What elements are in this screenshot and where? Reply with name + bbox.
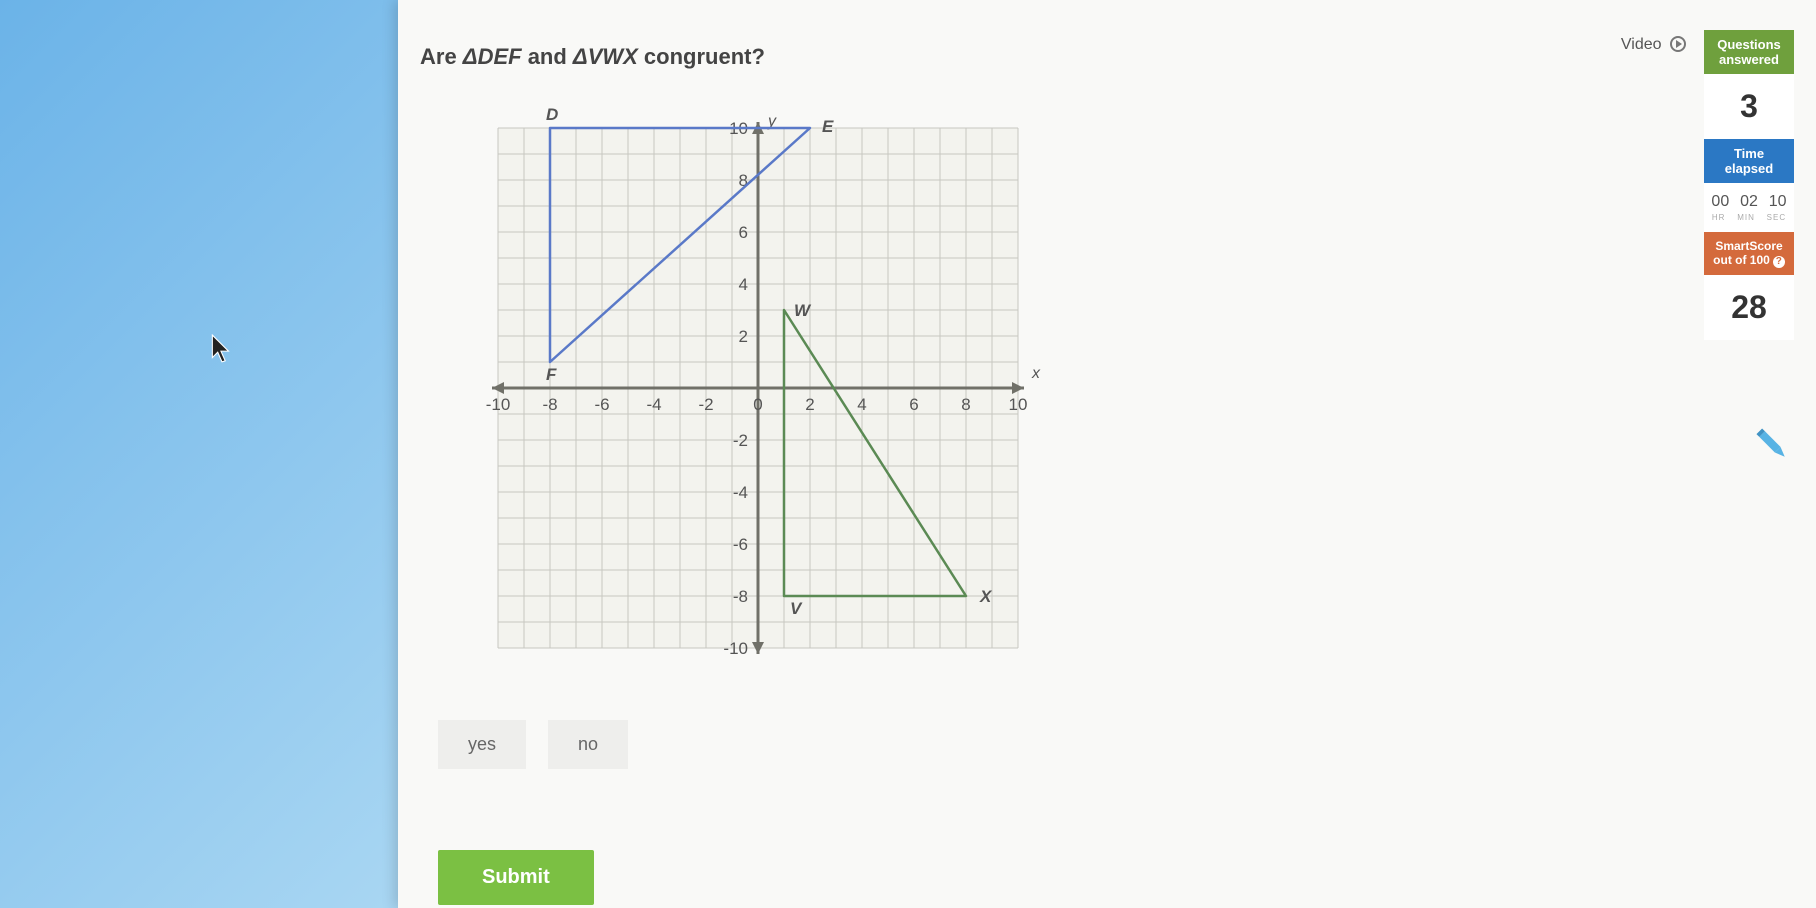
scratchpad-button[interactable] <box>1744 416 1801 473</box>
svg-text:-10: -10 <box>723 639 748 658</box>
svg-text:4: 4 <box>857 395 866 414</box>
play-icon <box>1670 36 1686 52</box>
svg-text:-4: -4 <box>733 483 748 502</box>
time-hr: 00 <box>1711 193 1729 211</box>
time-min: 02 <box>1740 193 1758 211</box>
svg-text:F: F <box>546 365 557 384</box>
time-sec-l: SEC <box>1767 213 1786 222</box>
questions-answered-value: 3 <box>1704 74 1794 139</box>
svg-text:W: W <box>794 301 812 320</box>
questions-answered-label: Questions answered <box>1704 30 1794 74</box>
svg-text:-6: -6 <box>733 535 748 554</box>
answer-no-button[interactable]: no <box>548 720 628 769</box>
answer-row: yes no <box>438 720 628 769</box>
svg-text:V: V <box>790 599 803 618</box>
svg-text:X: X <box>979 587 993 606</box>
smartscore-value: 28 <box>1704 275 1794 340</box>
svg-text:4: 4 <box>739 275 748 294</box>
time-sec: 10 <box>1769 193 1787 211</box>
video-label: Video <box>1621 36 1662 53</box>
svg-text:6: 6 <box>739 223 748 242</box>
svg-text:-4: -4 <box>646 395 661 414</box>
svg-text:8: 8 <box>961 395 970 414</box>
video-link[interactable]: Video <box>1621 36 1686 54</box>
svg-text:-8: -8 <box>542 395 557 414</box>
question-text: Are ΔDEF and ΔVWX congruent? <box>420 44 765 70</box>
time-min-l: MIN <box>1737 213 1755 222</box>
svg-text:-10: -10 <box>486 395 511 414</box>
app-window: Are ΔDEF and ΔVWX congruent? Video Quest… <box>398 0 1816 908</box>
smartscore-label: SmartScore out of 100? <box>1704 232 1794 275</box>
q-prefix: Are <box>420 44 463 69</box>
svg-text:2: 2 <box>805 395 814 414</box>
cursor-icon <box>210 334 234 364</box>
svg-text:-2: -2 <box>733 431 748 450</box>
svg-text:10: 10 <box>1009 395 1028 414</box>
svg-text:6: 6 <box>909 395 918 414</box>
svg-text:D: D <box>546 105 558 124</box>
coordinate-chart: -10-8-6-4-20246810246810-2-4-6-8-10xyDEF… <box>458 88 1058 688</box>
q-t2: ΔVWX <box>573 44 638 69</box>
q-suffix: congruent? <box>638 44 765 69</box>
svg-text:-2: -2 <box>698 395 713 414</box>
svg-text:2: 2 <box>739 327 748 346</box>
q-t1: ΔDEF <box>463 44 522 69</box>
submit-button[interactable]: Submit <box>438 850 594 905</box>
info-icon[interactable]: ? <box>1773 256 1785 268</box>
topbar: Video <box>1621 36 1686 54</box>
time-hr-l: HR <box>1712 213 1726 222</box>
svg-text:-6: -6 <box>594 395 609 414</box>
svg-text:0: 0 <box>753 395 762 414</box>
q-mid: and <box>522 44 573 69</box>
desktop-background: Are ΔDEF and ΔVWX congruent? Video Quest… <box>0 0 1816 908</box>
svg-text:-8: -8 <box>733 587 748 606</box>
svg-text:E: E <box>822 117 834 136</box>
svg-text:x: x <box>1031 365 1041 382</box>
time-elapsed-label: Time elapsed <box>1704 139 1794 183</box>
answer-yes-button[interactable]: yes <box>438 720 526 769</box>
stats-sidebar: Questions answered 3 Time elapsed 00 02 … <box>1704 30 1794 340</box>
time-elapsed-value: 00 02 10 HR MIN SEC <box>1704 183 1794 232</box>
